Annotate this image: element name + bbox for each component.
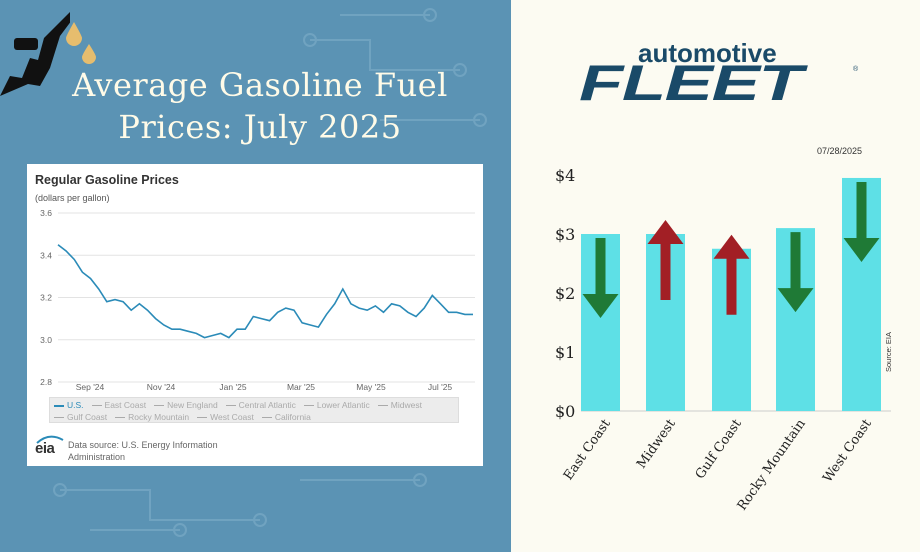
eia-line-chart: 3.6 3.4 3.2 3.0 2.8 Sep '24 Nov '24 Jan '25 Mar … [40,208,475,392]
x-tick-label: Jul '25 [428,382,453,392]
legend-item[interactable]: California [261,412,311,422]
eia-source-text: Data source: U.S. Energy Information Adm… [68,440,218,462]
down-arrow-icon [843,181,880,262]
brand-automotive: automotive [638,38,777,68]
title-line-1: Average Gasoline Fuel [72,66,448,104]
series-line-us [57,244,473,339]
x-category-label: Midwest [634,416,679,472]
legend-item[interactable]: New England [154,400,218,410]
regional-bar-chart: $0 $1 $2 $3 $4 East Coast Midwest Gulf CoastRoc… [555,166,891,513]
legend-item[interactable]: Midwest [377,400,422,410]
legend-item[interactable]: U.S. [54,400,84,410]
legend-line-icon [225,405,236,407]
legend-label: California [274,412,311,422]
legend-label: Lower Atlantic [316,400,370,410]
legend-label: Central Atlantic [238,400,296,410]
legend-label: New England [167,400,218,410]
down-arrow-icon [777,232,814,313]
left-panel: Average Gasoline Fuel Prices: July 2025 … [0,0,511,552]
chart-date: 07/28/2025 [817,146,863,156]
legend-item[interactable]: Rocky Mountain [115,412,189,422]
y-tick-label: $1 [555,343,575,362]
x-tick-label: May '25 [356,382,386,392]
y-tick-label: $0 [555,402,575,421]
legend-line-icon [54,404,64,407]
eia-chart-unit: (dollars per gallon) [35,193,110,203]
legend-label: Midwest [390,400,422,410]
eia-chart-panel: 3.6 3.4 3.2 3.0 2.8 Sep '24 Nov '24 Jan '25 Mar … [27,164,483,466]
legend-item[interactable]: West Coast [197,412,254,422]
right-panel: automotive FLEET ® 07/28/2025 $0 $1 $2 $3 $4… [511,0,920,552]
eia-legend: U.S. East Coast New England Central Atlanti… [49,397,459,423]
legend-item[interactable]: Central Atlantic [225,400,296,410]
x-tick-label: Nov '24 [147,382,176,392]
fuel-drop-icon [66,22,82,46]
legend-item[interactable]: Gulf Coast [54,412,107,422]
y-tick-label: $3 [555,225,575,244]
x-category-label: Rocky Mountain [735,416,809,513]
legend-label: U.S. [67,400,84,410]
page-title: Average Gasoline Fuel Prices: July 2025 [40,64,480,148]
title-line-2: Prices: July 2025 [118,108,402,146]
circuit-decoration [53,8,487,537]
fuel-drop-icon [82,44,96,64]
y-tick-label: $4 [555,166,575,185]
legend-line-icon [54,417,64,419]
eia-chart-title: Regular Gasoline Prices [35,173,179,187]
brand-registered-mark: ® [853,66,859,73]
legend-line-icon [115,417,126,419]
legend-item[interactable]: East Coast [91,400,147,410]
bar-chart-source: Source: EIA [884,331,893,372]
x-category-label: West Coast [820,416,875,485]
brand-fleet: FLEET [579,55,803,111]
fuel-nozzle-icon [0,12,70,96]
legend-label: Rocky Mountain [128,412,190,422]
y-tick-label: $2 [555,284,575,303]
up-arrow-icon [713,234,750,315]
x-category-label: Gulf Coast [693,416,745,482]
legend-line-icon [377,405,388,407]
eia-logo-arc-icon [36,435,64,444]
y-tick-label: 3.4 [40,250,52,260]
eia-logo: eia [35,440,55,457]
legend-line-icon [197,417,208,419]
x-tick-label: Sep '24 [76,382,105,392]
x-tick-label: Jan '25 [219,382,246,392]
y-tick-label: 3.2 [40,293,52,303]
y-tick-label: 2.8 [40,377,52,387]
legend-line-icon [303,405,314,407]
legend-line-icon [154,405,165,407]
legend-line-icon [261,417,272,419]
x-category-label: East Coast [561,416,614,483]
up-arrow-icon [647,220,684,300]
y-tick-label: 3.6 [40,208,52,218]
down-arrow-icon [582,238,619,318]
x-tick-label: Mar '25 [287,382,315,392]
legend-line-icon [91,405,102,407]
legend-label: East Coast [104,400,147,410]
legend-label: Gulf Coast [67,412,108,422]
legend-label: West Coast [210,412,254,422]
legend-item[interactable]: Lower Atlantic [303,400,370,410]
y-tick-label: 3.0 [40,335,52,345]
